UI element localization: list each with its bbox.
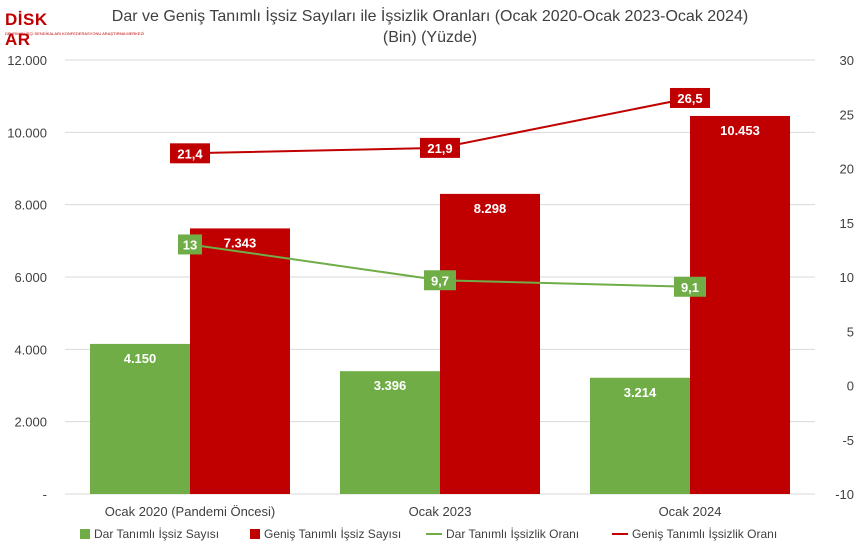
left-axis-tick-label: 6.000 [14,270,47,285]
line-point-marker [424,270,456,291]
right-axis-tick-label: 0 [847,379,854,394]
legend-item: Dar Tanımlı İşsiz Sayısı [80,527,219,541]
category-label: Ocak 2020 (Pandemi Öncesi) [105,504,276,519]
right-axis-tick-label: 30 [840,53,854,68]
left-axis-tick-label: 12.000 [7,53,47,68]
bar [690,115,790,495]
left-axis-tick-label: 8.000 [14,198,47,213]
bar [590,377,690,494]
line-value-label: 21,4 [177,146,203,161]
logo-subtitle: DEVRİMCİ İŞÇİ SENDİKALARI KONFEDERASYONU… [5,31,145,36]
line-point-marker [170,143,210,164]
line-value-label: 9,1 [681,280,699,295]
left-axis-tick-label: 2.000 [14,415,47,430]
right-axis-tick-label: 20 [840,162,854,177]
left-axis-tick-label: 4.000 [14,342,47,357]
bar [190,228,290,494]
left-axis-tick-label: - [43,487,47,502]
bar-value-label: 7.343 [224,235,257,250]
legend-swatch [80,529,90,539]
chart-title: Dar ve Geniş Tanımlı İşsiz Sayıları ile … [60,6,800,48]
category-label: Ocak 2024 [659,504,722,519]
line-point-marker [178,234,202,255]
bar-value-label: 8.298 [474,201,507,216]
bar [90,343,190,494]
logo-text: DİSK AR [5,10,48,49]
legend-line-swatch [612,533,628,535]
disk-ar-logo: DİSK AR DEVRİMCİ İŞÇİ SENDİKALARI KONFED… [3,8,144,49]
legend-item: Dar Tanımlı İşsizlik Oranı [426,527,579,541]
right-axis-tick-label: 25 [840,107,854,122]
line-point-marker [420,137,460,158]
legend-label: Geniş Tanımlı İşsizlik Oranı [632,527,778,541]
bar-value-label: 10.453 [720,123,760,138]
legend-line-swatch [426,533,442,535]
right-axis-tick-label: -10 [835,487,854,502]
chart-plot: - 2.000 4.000 6.000 8.000 10.000 12.000 -10 -5 0 5… [7,53,854,519]
legend-item: Geniş Tanımlı İşsizlik Oranı [612,527,777,541]
legend-item: Geniş Tanımlı İşsiz Sayısı [250,527,401,541]
category-label: Ocak 2023 [409,504,472,519]
right-axis-tick-label: 10 [840,270,854,285]
right-axis-tick-label: 15 [840,216,854,231]
line-point-marker [670,87,710,108]
chart-title-line1: Dar ve Geniş Tanımlı İşsiz Sayıları ile … [111,8,749,25]
line-value-label: 9,7 [431,273,449,288]
left-axis-tick-label: 10.000 [7,125,47,140]
bar [340,371,440,494]
line-value-label: 21,9 [427,141,452,156]
line-value-label: 26,5 [677,91,702,106]
bar [440,193,540,494]
bar-value-label: 4.150 [124,351,157,366]
right-axis-tick-label: -5 [842,433,854,448]
bar-value-label: 3.214 [624,385,657,400]
legend-swatch [250,529,260,539]
legend-label: Dar Tanımlı İşsiz Sayısı [94,527,220,541]
right-axis-tick-label: 5 [847,324,854,339]
legend-label: Dar Tanımlı İşsizlik Oranı [446,527,580,541]
chart-title-line2: (Bin) (Yüzde) [382,29,478,46]
chart-legend: Dar Tanımlı İşsiz Sayısı Geniş Tanımlı İş… [0,527,858,547]
line-point-marker [674,276,706,297]
bar-value-label: 3.396 [374,378,407,393]
line-value-label: 13 [183,237,197,252]
legend-label: Geniş Tanımlı İşsiz Sayısı [264,527,402,541]
